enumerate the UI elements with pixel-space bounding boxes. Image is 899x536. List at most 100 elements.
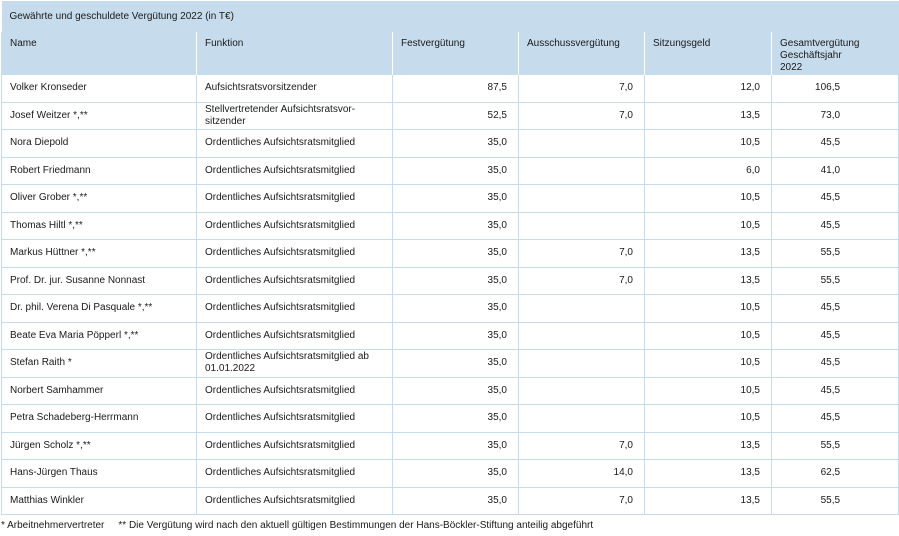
table-row: Thomas Hiltl *,** Ordentliches Aufsichtsr… [1, 211, 899, 240]
footnote: * Arbeitnehmervertreter ** Die Vergütung … [1, 520, 593, 531]
cell-name: Jürgen Scholz *,** [1, 431, 197, 460]
cell-fixed-pay: 52,5 [392, 101, 519, 130]
cell-name: Nora Diepold [1, 129, 197, 157]
table-row: Norbert Samhammer Ordentliches Aufsichtsr… [1, 376, 899, 405]
cell-meeting-fee: 13,5 [644, 431, 772, 460]
column-header-committee-pay: Ausschussvergütung [518, 32, 645, 75]
footnote-boeckler: ** Die Vergütung wird nach den aktuell g… [118, 520, 594, 531]
table-row: Nora Diepold Ordentliches Aufsichtsratsmi… [1, 129, 899, 157]
cell-function: Stellvertretender Aufsichtsratsvor-sitze… [196, 101, 393, 130]
cell-committee-pay: 14,0 [518, 459, 645, 487]
cell-fixed-pay: 35,0 [392, 239, 519, 267]
table-row: Robert Friedmann Ordentliches Aufsichtsra… [1, 156, 899, 185]
cell-total: 106,5 [770, 74, 899, 102]
cell-fixed-pay: 35,0 [392, 349, 519, 377]
cell-fixed-pay: 35,0 [392, 459, 519, 487]
table-row: Prof. Dr. jur. Susanne Nonnast Ordentlich… [1, 266, 899, 295]
cell-function: Ordentliches Aufsichtsratsmitglied [196, 266, 393, 295]
table-row: Oliver Grober *,** Ordentliches Aufsichts… [1, 184, 899, 212]
cell-total: 73,0 [770, 101, 899, 130]
cell-meeting-fee: 6,0 [644, 156, 772, 185]
footnote-employee-representative: * Arbeitnehmervertreter [1, 520, 105, 531]
cell-function: Ordentliches Aufsichtsratsmitglied [196, 431, 393, 460]
cell-meeting-fee: 10,5 [644, 321, 772, 350]
cell-total: 41,0 [770, 156, 899, 185]
cell-fixed-pay: 35,0 [392, 266, 519, 295]
cell-meeting-fee: 13,5 [644, 486, 772, 515]
cell-fixed-pay: 35,0 [392, 211, 519, 240]
cell-name: Hans-Jürgen Thaus [1, 459, 197, 487]
cell-total: 55,5 [770, 266, 899, 295]
cell-function: Ordentliches Aufsichtsratsmitglied [196, 459, 393, 487]
cell-fixed-pay: 35,0 [392, 431, 519, 460]
cell-meeting-fee: 13,5 [644, 459, 772, 487]
cell-name: Markus Hüttner *,** [1, 239, 197, 267]
cell-name: Josef Weitzer *,** [1, 101, 197, 130]
table-row: Stefan Raith * Ordentliches Aufsichtsrats… [1, 349, 899, 377]
table-row: Beate Eva Maria Pöpperl *,** Ordentliches… [1, 321, 899, 350]
cell-name: Petra Schadeberg-Herrmann [1, 404, 197, 432]
cell-committee-pay [518, 129, 645, 157]
cell-name: Matthias Winkler [1, 486, 197, 515]
column-header-total: Gesamtvergütung Geschäftsjahr 2022 [770, 32, 899, 75]
column-header-name: Name [1, 32, 197, 75]
cell-committee-pay: 7,0 [518, 239, 645, 267]
cell-function: Ordentliches Aufsichtsratsmitglied ab 01.… [196, 349, 393, 377]
cell-function: Ordentliches Aufsichtsratsmitglied [196, 321, 393, 350]
table-row: Volker Kronseder Aufsichtsratsvorsitzende… [1, 74, 899, 102]
cell-total: 62,5 [770, 459, 899, 487]
cell-function: Ordentliches Aufsichtsratsmitglied [196, 486, 393, 515]
table-header-row: Name Funktion Festvergütung Ausschussvergüt… [1, 32, 899, 75]
cell-meeting-fee: 10,5 [644, 349, 772, 377]
cell-total: 45,5 [770, 129, 899, 157]
cell-total: 55,5 [770, 239, 899, 267]
cell-function: Ordentliches Aufsichtsratsmitglied [196, 294, 393, 322]
cell-total: 45,5 [770, 404, 899, 432]
cell-meeting-fee: 10,5 [644, 211, 772, 240]
cell-name: Thomas Hiltl *,** [1, 211, 197, 240]
cell-total: 45,5 [770, 211, 899, 240]
cell-meeting-fee: 10,5 [644, 294, 772, 322]
cell-fixed-pay: 35,0 [392, 184, 519, 212]
cell-committee-pay [518, 156, 645, 185]
cell-committee-pay [518, 404, 645, 432]
cell-total: 45,5 [770, 376, 899, 405]
cell-meeting-fee: 13,5 [644, 101, 772, 130]
table-row: Matthias Winkler Ordentliches Aufsichtsra… [1, 486, 899, 515]
table-row: Markus Hüttner *,** Ordentliches Aufsicht… [1, 239, 899, 267]
cell-name: Oliver Grober *,** [1, 184, 197, 212]
cell-meeting-fee: 12,0 [644, 74, 772, 102]
cell-name: Stefan Raith * [1, 349, 197, 377]
table-row: Jürgen Scholz *,** Ordentliches Aufsichts… [1, 431, 899, 460]
cell-committee-pay [518, 184, 645, 212]
table-row: Dr. phil. Verena Di Pasquale *,** Ordentl… [1, 294, 899, 322]
cell-committee-pay [518, 321, 645, 350]
cell-total: 55,5 [770, 431, 899, 460]
cell-committee-pay [518, 376, 645, 405]
cell-meeting-fee: 10,5 [644, 129, 772, 157]
cell-name: Prof. Dr. jur. Susanne Nonnast [1, 266, 197, 295]
cell-function: Ordentliches Aufsichtsratsmitglied [196, 129, 393, 157]
cell-committee-pay [518, 349, 645, 377]
cell-function: Ordentliches Aufsichtsratsmitglied [196, 156, 393, 185]
cell-fixed-pay: 35,0 [392, 129, 519, 157]
cell-total: 55,5 [770, 486, 899, 515]
cell-function: Ordentliches Aufsichtsratsmitglied [196, 239, 393, 267]
cell-meeting-fee: 10,5 [644, 376, 772, 405]
cell-name: Volker Kronseder [1, 74, 197, 102]
cell-meeting-fee: 10,5 [644, 404, 772, 432]
cell-fixed-pay: 35,0 [392, 404, 519, 432]
cell-meeting-fee: 10,5 [644, 184, 772, 212]
cell-committee-pay [518, 294, 645, 322]
cell-function: Aufsichtsratsvorsitzender [196, 74, 393, 102]
cell-fixed-pay: 87,5 [392, 74, 519, 102]
column-header-function: Funktion [196, 32, 393, 75]
column-header-meeting-fee: Sitzungsgeld [644, 32, 772, 75]
table-title-row: Gewährte und geschuldete Vergütung 2022 … [1, 1, 899, 32]
cell-fixed-pay: 35,0 [392, 486, 519, 515]
cell-committee-pay: 7,0 [518, 486, 645, 515]
cell-committee-pay: 7,0 [518, 431, 645, 460]
cell-function: Ordentliches Aufsichtsratsmitglied [196, 404, 393, 432]
cell-fixed-pay: 35,0 [392, 321, 519, 350]
table-row: Josef Weitzer *,** Stellvertretender Aufs… [1, 101, 899, 130]
